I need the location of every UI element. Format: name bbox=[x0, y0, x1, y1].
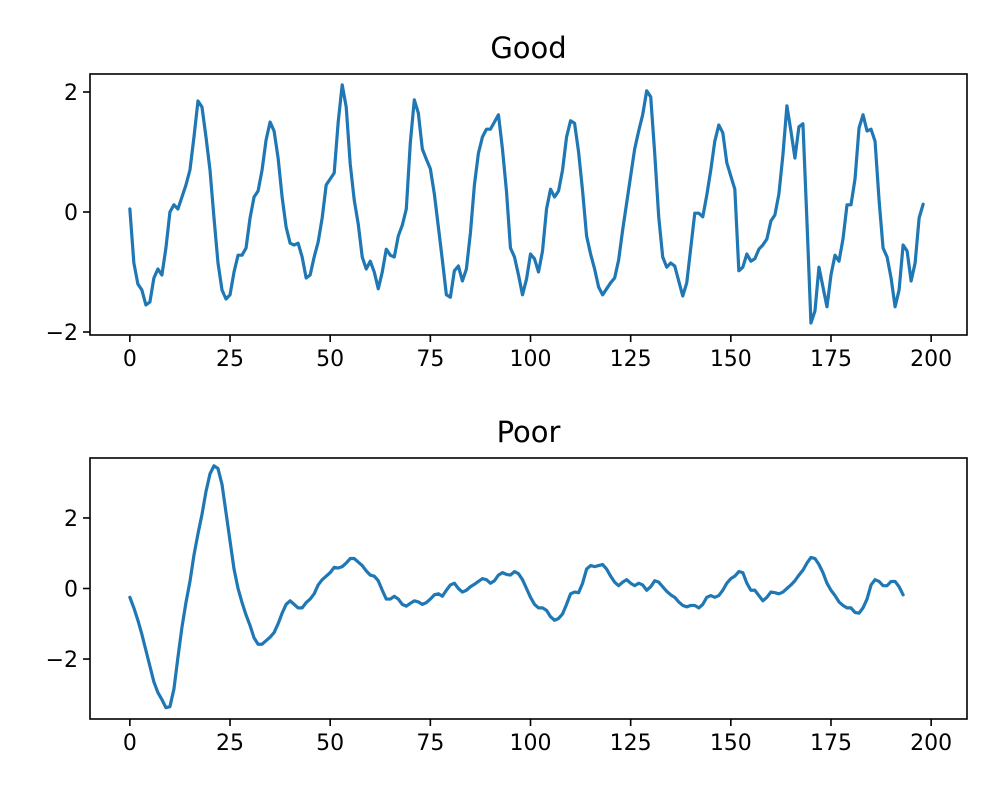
x-tick-label: 75 bbox=[416, 731, 444, 756]
x-tick-label: 0 bbox=[123, 347, 137, 372]
y-tick-label: −2 bbox=[46, 321, 78, 346]
x-tick-label: 200 bbox=[910, 731, 952, 756]
x-tick-label: 200 bbox=[910, 347, 952, 372]
x-tick-label: 175 bbox=[810, 347, 852, 372]
x-tick-label: 25 bbox=[216, 731, 244, 756]
x-tick-label: 100 bbox=[510, 731, 552, 756]
series-line bbox=[128, 464, 905, 710]
x-tick-label: 100 bbox=[510, 347, 552, 372]
x-tick-label: 175 bbox=[810, 731, 852, 756]
y-tick-label: −2 bbox=[46, 648, 78, 673]
chart-title: Poor bbox=[497, 415, 561, 449]
x-tick-label: 25 bbox=[216, 347, 244, 372]
x-tick-label: 0 bbox=[123, 731, 137, 756]
axes-frame bbox=[89, 73, 968, 336]
x-tick-label: 75 bbox=[416, 347, 444, 372]
subplot-poor: 0 25 50 75 100 125 150 175 200 −2 0 2 Poor bbox=[46, 415, 968, 756]
subplot-good: 0 25 50 75 100 125 150 175 200 −2 0 2 Good bbox=[46, 31, 968, 372]
series-line bbox=[128, 83, 925, 325]
x-tick-label: 50 bbox=[316, 731, 344, 756]
x-tick-label: 150 bbox=[710, 347, 752, 372]
x-tick-label: 50 bbox=[316, 347, 344, 372]
x-tick-label: 125 bbox=[610, 731, 652, 756]
y-tick-label: 0 bbox=[64, 578, 78, 603]
x-tick-label: 125 bbox=[610, 347, 652, 372]
y-tick-label: 2 bbox=[64, 507, 78, 532]
y-tick-label: 0 bbox=[64, 201, 78, 226]
chart-title: Good bbox=[490, 31, 566, 65]
y-tick-label: 2 bbox=[64, 81, 78, 106]
x-tick-label: 150 bbox=[710, 731, 752, 756]
axes-frame bbox=[89, 457, 968, 720]
